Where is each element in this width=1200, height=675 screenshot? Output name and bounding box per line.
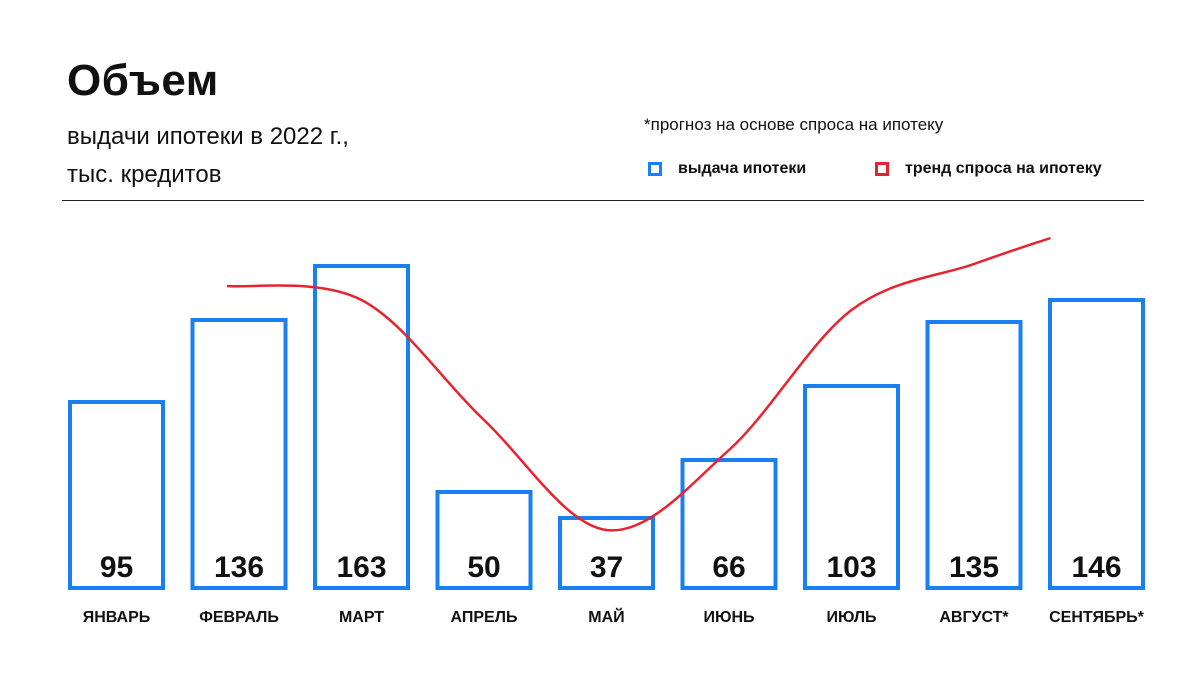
bar bbox=[1048, 298, 1145, 590]
bar-value-label: 135 bbox=[949, 551, 999, 584]
header-divider bbox=[62, 200, 1144, 201]
legend-item-demand-trend: тренд спроса на ипотеку bbox=[875, 158, 1102, 180]
bar bbox=[803, 384, 900, 590]
bar-value-label: 146 bbox=[1071, 551, 1121, 584]
bar-value-label: 50 bbox=[467, 551, 500, 584]
bar-value-label: 37 bbox=[590, 551, 623, 584]
bar bbox=[558, 516, 655, 590]
bar-value-label: 95 bbox=[100, 551, 133, 584]
bar-value-label: 163 bbox=[336, 551, 386, 584]
bar-value-label: 66 bbox=[712, 551, 745, 584]
bar bbox=[925, 320, 1023, 590]
x-tick-label: ФЕВРАЛЬ bbox=[199, 609, 279, 626]
bar bbox=[680, 458, 778, 590]
legend-label-issuance: выдача ипотеки bbox=[678, 160, 807, 177]
chart-subtitle: выдачи ипотеки в 2022 г., тыс. кредитов bbox=[67, 118, 349, 194]
x-tick-label: АПРЕЛЬ bbox=[451, 609, 518, 626]
bar bbox=[68, 400, 165, 590]
trend-line bbox=[226, 236, 1051, 532]
legend-swatch-demand-trend bbox=[875, 162, 889, 176]
bar bbox=[313, 264, 410, 590]
legend-item-issuance: выдача ипотеки bbox=[648, 158, 806, 180]
bar bbox=[190, 318, 288, 590]
forecast-note: *прогноз на основе спроса на ипотеку bbox=[644, 115, 944, 134]
subtitle-line-1: выдачи ипотеки в 2022 г., bbox=[67, 123, 349, 150]
x-tick-label: ИЮЛЬ bbox=[826, 609, 876, 626]
legend-label-demand-trend: тренд спроса на ипотеку bbox=[905, 160, 1102, 177]
x-tick-label: СЕНТЯБРЬ* bbox=[1049, 609, 1145, 626]
x-tick-label: АВГУСТ* bbox=[939, 609, 1009, 626]
x-tick-label: МАЙ bbox=[588, 607, 624, 626]
bar-value-label: 136 bbox=[214, 551, 264, 584]
legend-swatch-issuance bbox=[648, 162, 662, 176]
x-tick-label: ИЮНЬ bbox=[703, 609, 754, 626]
bar bbox=[435, 490, 533, 590]
x-tick-label: МАРТ bbox=[339, 609, 384, 626]
chart-title: Объем bbox=[67, 56, 219, 105]
bar-value-label: 103 bbox=[826, 551, 876, 584]
x-tick-label: ЯНВАРЬ bbox=[83, 609, 151, 626]
subtitle-line-2: тыс. кредитов bbox=[67, 161, 222, 188]
